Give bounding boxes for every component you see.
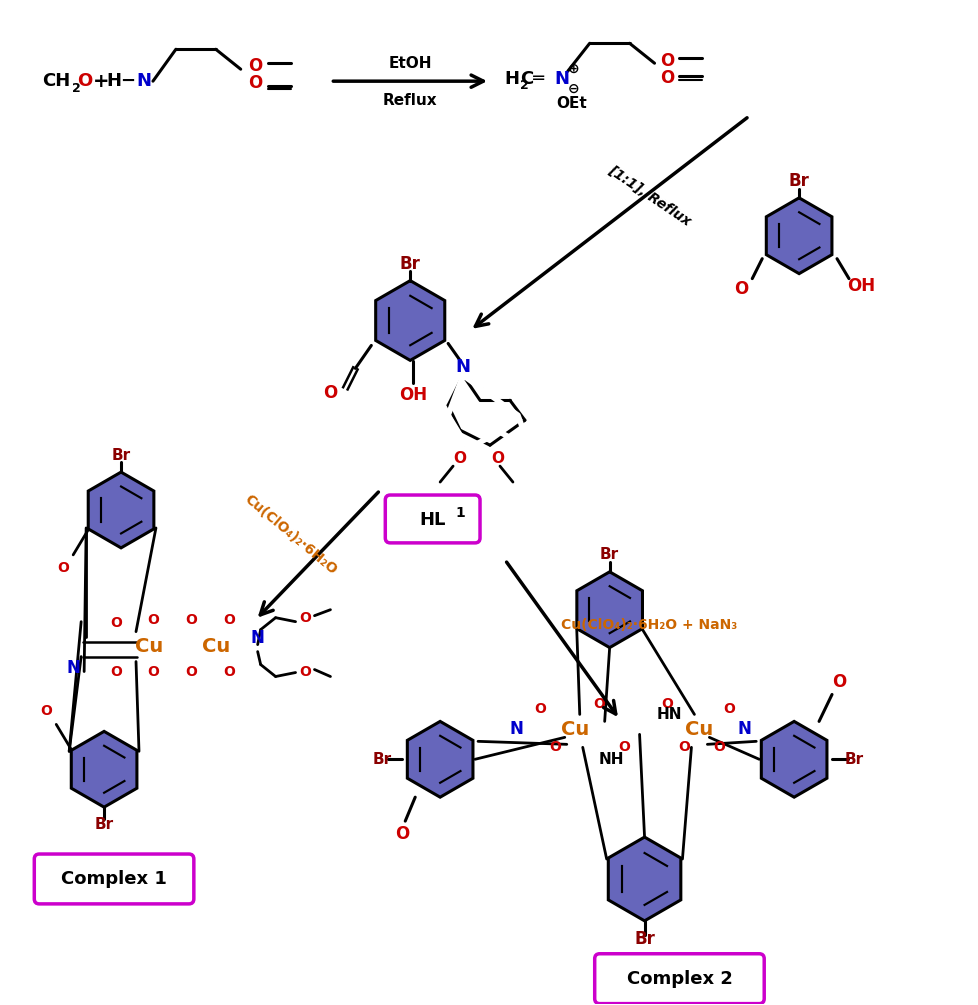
Text: H: H xyxy=(504,70,519,88)
Polygon shape xyxy=(607,837,680,921)
Text: Br: Br xyxy=(844,752,863,767)
Text: Cu(ClO₄)₂·6H₂O: Cu(ClO₄)₂·6H₂O xyxy=(242,492,339,578)
Text: O: O xyxy=(223,664,235,678)
Text: +: + xyxy=(93,71,110,90)
Text: N: N xyxy=(455,359,470,377)
Polygon shape xyxy=(376,280,444,361)
Text: [1:1], Reflux: [1:1], Reflux xyxy=(605,163,692,228)
Text: Br: Br xyxy=(373,752,391,767)
Text: Complex 2: Complex 2 xyxy=(626,970,732,988)
FancyBboxPatch shape xyxy=(385,495,479,543)
Text: N: N xyxy=(554,70,569,88)
Text: O: O xyxy=(734,279,747,297)
Text: Br: Br xyxy=(95,817,113,831)
Text: O: O xyxy=(661,697,673,712)
Text: HN: HN xyxy=(656,707,682,722)
Text: O: O xyxy=(185,613,197,627)
Polygon shape xyxy=(766,198,831,273)
Text: O: O xyxy=(491,450,504,465)
Text: 2: 2 xyxy=(519,78,528,91)
Text: ⊕: ⊕ xyxy=(567,62,579,76)
Text: O: O xyxy=(549,741,560,755)
Text: OH: OH xyxy=(399,386,426,404)
Text: NH: NH xyxy=(599,752,624,767)
Text: O: O xyxy=(713,741,725,755)
Polygon shape xyxy=(407,722,472,797)
Text: O: O xyxy=(248,57,262,75)
Polygon shape xyxy=(761,722,826,797)
Text: Cu: Cu xyxy=(201,637,230,656)
Text: 1: 1 xyxy=(455,506,465,520)
Text: Cu: Cu xyxy=(135,637,163,656)
Text: OEt: OEt xyxy=(556,95,587,111)
Text: O: O xyxy=(40,705,52,719)
Text: O: O xyxy=(77,72,93,90)
Text: Br: Br xyxy=(399,254,421,272)
Text: O: O xyxy=(660,69,674,87)
Text: O: O xyxy=(678,741,689,755)
Text: O: O xyxy=(395,825,409,843)
Text: N: N xyxy=(250,628,264,646)
Text: Complex 1: Complex 1 xyxy=(61,870,167,888)
Text: N: N xyxy=(136,72,152,90)
Text: O: O xyxy=(533,702,546,717)
Text: O: O xyxy=(185,664,197,678)
Text: CH: CH xyxy=(42,72,70,90)
Text: N: N xyxy=(736,721,750,739)
Text: O: O xyxy=(453,450,467,465)
Text: Cu: Cu xyxy=(685,720,713,739)
Text: Br: Br xyxy=(600,548,619,563)
Text: O: O xyxy=(723,702,734,717)
Text: OH: OH xyxy=(846,276,874,294)
Text: EtOH: EtOH xyxy=(388,55,431,70)
Text: O: O xyxy=(248,74,262,92)
Text: H−: H− xyxy=(106,72,136,90)
Text: O: O xyxy=(660,52,674,70)
Text: ⊖: ⊖ xyxy=(567,82,579,96)
Polygon shape xyxy=(71,732,137,807)
FancyBboxPatch shape xyxy=(594,954,764,1004)
Text: O: O xyxy=(299,611,311,625)
Text: N: N xyxy=(67,658,80,676)
Text: Cu: Cu xyxy=(560,720,589,739)
Polygon shape xyxy=(88,472,154,548)
Text: C═: C═ xyxy=(519,70,544,88)
Text: O: O xyxy=(147,613,158,627)
Text: O: O xyxy=(110,616,122,630)
Text: 2: 2 xyxy=(71,81,80,94)
Text: O: O xyxy=(618,741,630,755)
Text: O: O xyxy=(593,697,605,712)
FancyBboxPatch shape xyxy=(34,854,194,903)
Text: O: O xyxy=(323,384,337,402)
Text: Br: Br xyxy=(111,447,130,462)
Text: Br: Br xyxy=(634,930,654,948)
Text: Br: Br xyxy=(788,172,809,190)
Text: Reflux: Reflux xyxy=(382,92,437,108)
Text: O: O xyxy=(223,613,235,627)
Text: N: N xyxy=(510,721,523,739)
Text: O: O xyxy=(831,672,845,690)
Text: O: O xyxy=(58,561,69,575)
Text: HL: HL xyxy=(419,511,445,529)
Text: O: O xyxy=(299,664,311,678)
Polygon shape xyxy=(576,572,642,647)
Text: O: O xyxy=(147,664,158,678)
Text: O: O xyxy=(110,664,122,678)
Text: Cu(ClO₄)₂·6H₂O + NaN₃: Cu(ClO₄)₂·6H₂O + NaN₃ xyxy=(560,618,736,632)
